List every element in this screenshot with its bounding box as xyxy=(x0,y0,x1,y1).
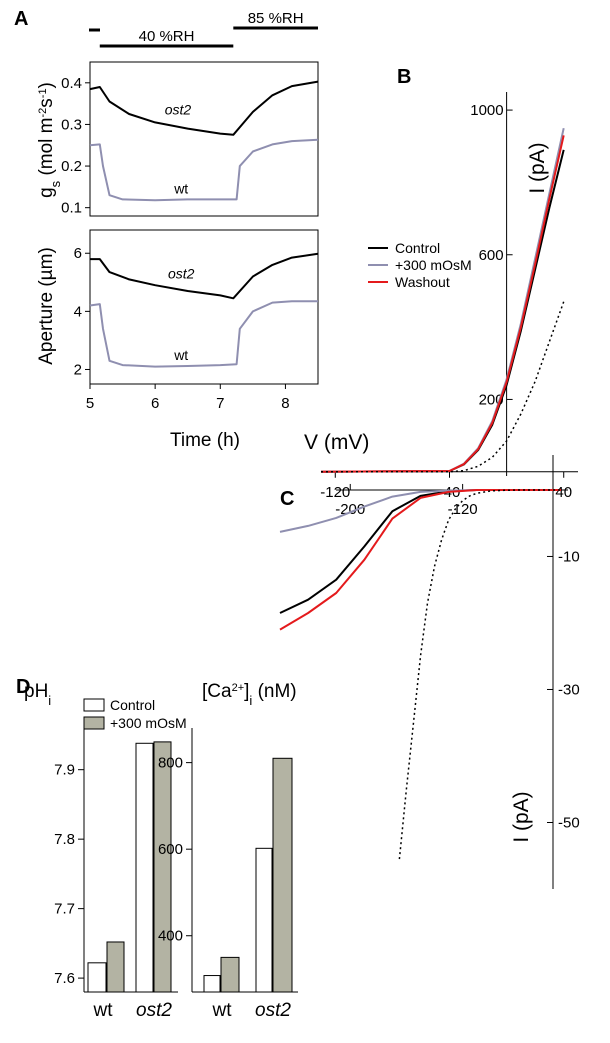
series-c-dotted xyxy=(398,489,561,860)
series-c-Control xyxy=(279,489,561,614)
axes-a-0 xyxy=(89,61,319,217)
series-b-Washout xyxy=(320,135,565,473)
ytick-label-c-2: -50 xyxy=(558,814,580,831)
y-axis-title-b: I (pA) xyxy=(526,142,549,193)
series-label-a1-ost2: ost2 xyxy=(168,265,195,281)
series-label-a0-ost2: ost2 xyxy=(165,102,192,118)
legend-box-d-0 xyxy=(83,698,105,712)
ytick-label-a1-2: 6 xyxy=(74,245,82,262)
category-label-d1-1: ost2 xyxy=(255,1000,291,1021)
series-a0-ost2 xyxy=(89,80,319,136)
bar-d0-wt-1 xyxy=(106,941,125,993)
series-a1-ost2 xyxy=(90,252,319,300)
ytick-label-c-1: -30 xyxy=(558,681,580,698)
series-a1-wt xyxy=(89,300,318,368)
ytick-label-d1-0: 400 xyxy=(158,928,183,945)
legend-label-1: +300 mOsM xyxy=(395,257,472,273)
series-label-a0-wt: wt xyxy=(173,180,188,196)
bar-d0-ost2-0 xyxy=(135,742,154,993)
ytick-label-a0-0: 0.1 xyxy=(61,200,82,217)
y-axis-title-a0: gs (mol m-2s-1) xyxy=(36,82,63,198)
ytick-label-c-0: -10 xyxy=(558,548,580,565)
category-label-d1-0: wt xyxy=(212,1000,233,1021)
series-a0-wt xyxy=(89,138,319,202)
category-label-d0-0: wt xyxy=(93,1000,114,1021)
ytick-label-a0-2: 0.3 xyxy=(61,116,82,133)
legend-label-d-1: +300 mOsM xyxy=(110,715,187,731)
xtick-label-b-0: -120 xyxy=(320,484,350,501)
category-label-d0-1: ost2 xyxy=(136,1000,172,1021)
ytick-label-a0-1: 0.2 xyxy=(61,158,82,175)
series-c-Washout xyxy=(279,489,561,631)
x-axis-title-a: Time (h) xyxy=(170,430,240,451)
y-axis-title-d0: pHi xyxy=(24,681,51,708)
series-b-Control xyxy=(320,149,565,473)
x-axis-title-b: V (mV) xyxy=(304,431,369,454)
xtick-label-a-1: 6 xyxy=(151,395,159,412)
ytick-label-d1-1: 600 xyxy=(158,841,183,858)
bar-d1-wt-0 xyxy=(203,975,221,993)
y-axis-title-d1: [Ca2+]i (nM) xyxy=(202,681,297,708)
ytick-label-b-1: 600 xyxy=(479,247,504,264)
ytick-label-d0-3: 7.9 xyxy=(54,762,75,779)
ytick-label-d0-0: 7.6 xyxy=(54,970,75,987)
ytick-label-a0-3: 0.4 xyxy=(61,75,82,92)
bar-d1-wt-1 xyxy=(220,956,240,993)
bar-d1-ost2-1 xyxy=(272,757,293,993)
panel-label-a: A xyxy=(14,8,28,30)
xtick-label-a-0: 5 xyxy=(86,395,94,412)
panel-label-b: B xyxy=(397,66,411,88)
xtick-label-a-2: 7 xyxy=(216,395,224,412)
xtick-label-c-0: -200 xyxy=(335,501,365,518)
condition-label-0: 40 %RH xyxy=(139,28,195,45)
xtick-label-c-1: -120 xyxy=(448,501,478,518)
xtick-label-a-3: 8 xyxy=(281,395,289,412)
series-label-a1-wt: wt xyxy=(173,347,188,363)
legend-label-d-0: Control xyxy=(110,697,155,713)
ytick-label-a1-1: 4 xyxy=(74,303,82,320)
axes-a-1 xyxy=(89,229,319,385)
bar-d0-ost2-1 xyxy=(153,741,172,993)
xtick-label-b-2: 40 xyxy=(555,484,572,501)
bar-d0-wt-0 xyxy=(87,962,107,993)
y-axis-title-a1: Aperture (µm) xyxy=(36,247,57,365)
legend-label-0: Control xyxy=(395,240,440,256)
panel-label-d: D xyxy=(16,676,30,698)
legend-box-d-1 xyxy=(83,716,105,730)
series-b-dotted xyxy=(321,301,565,473)
y-axis-title-c: I (pA) xyxy=(510,791,533,842)
panel-label-c: C xyxy=(280,488,294,510)
ytick-label-d0-2: 7.8 xyxy=(54,831,75,848)
ytick-label-d0-1: 7.7 xyxy=(54,901,75,918)
ytick-label-a1-0: 2 xyxy=(74,361,82,378)
ytick-label-b-2: 1000 xyxy=(470,102,503,119)
ytick-label-d1-2: 800 xyxy=(158,755,183,772)
bar-d1-ost2-0 xyxy=(255,847,273,993)
legend-label-2: Washout xyxy=(395,274,450,290)
condition-label-1: 85 %RH xyxy=(248,10,304,27)
